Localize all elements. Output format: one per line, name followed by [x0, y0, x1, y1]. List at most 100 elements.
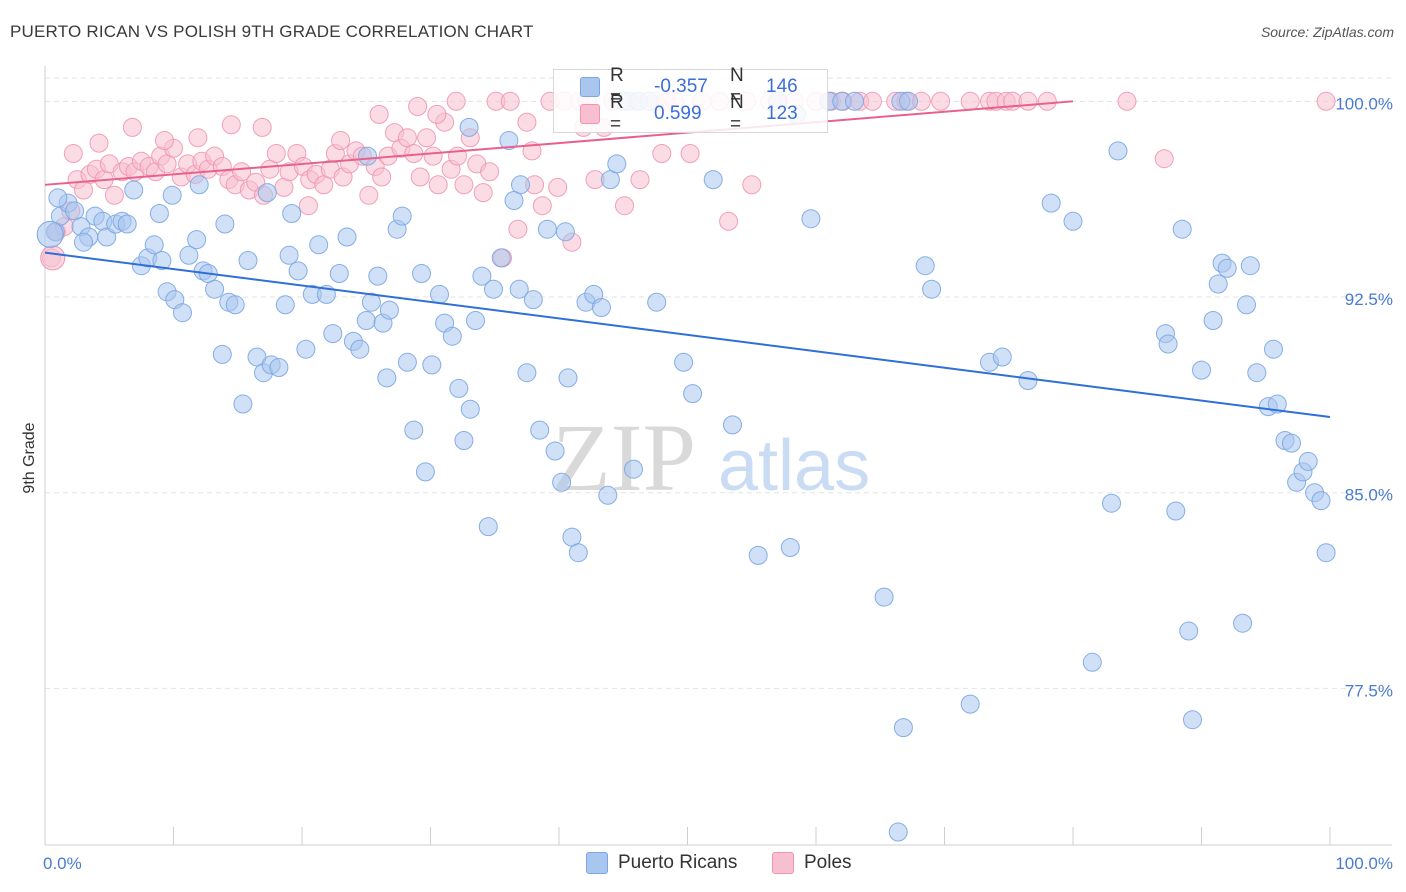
- point-puerto-rican: [1282, 433, 1301, 453]
- point-puerto-rican: [1179, 621, 1199, 641]
- point-pole: [742, 175, 762, 195]
- point-puerto-rican: [279, 245, 299, 265]
- point-pole: [410, 167, 430, 187]
- legend-item-puerto-ricans[interactable]: Puerto Ricans: [586, 852, 737, 874]
- point-pole: [931, 91, 951, 111]
- chart-title: PUERTO RICAN VS POLISH 9TH GRADE CORRELA…: [10, 22, 534, 41]
- point-puerto-rican: [1316, 543, 1336, 563]
- point-puerto-rican: [478, 517, 498, 537]
- point-puerto-rican: [187, 230, 207, 250]
- point-pole: [1037, 91, 1057, 111]
- point-puerto-rican: [703, 170, 723, 190]
- legend-n-value: 146: [766, 76, 798, 97]
- point-puerto-rican: [1041, 193, 1061, 213]
- point-puerto-rican: [674, 352, 694, 372]
- point-puerto-rican: [329, 264, 349, 283]
- point-puerto-rican: [466, 311, 485, 330]
- point-pole: [480, 162, 500, 182]
- point-puerto-rican: [361, 292, 381, 312]
- point-puerto-rican: [748, 545, 768, 565]
- point-puerto-rican: [454, 431, 474, 450]
- point-puerto-rican: [1237, 295, 1256, 315]
- point-puerto-rican: [309, 235, 329, 255]
- point-puerto-rican: [215, 214, 235, 234]
- trendline-puerto-ricans: [44, 251, 1331, 419]
- point-puerto-rican: [1208, 274, 1228, 294]
- point-puerto-rican: [780, 538, 800, 557]
- legend-item-poles[interactable]: Poles: [772, 852, 852, 874]
- point-puerto-rican: [723, 415, 742, 435]
- point-puerto-rican: [893, 718, 913, 738]
- point-puerto-rican: [350, 339, 370, 359]
- point-puerto-rican: [257, 183, 277, 203]
- point-puerto-rican: [1108, 141, 1128, 161]
- watermark: ZIP atlas: [552, 404, 870, 511]
- point-puerto-rican: [275, 295, 295, 315]
- point-puerto-rican: [124, 180, 144, 200]
- point-puerto-rican: [1298, 451, 1318, 471]
- source-label: Source: ZipAtlas.com: [1260, 24, 1394, 40]
- stats-legend: R = -0.357 N = 146 R = 0.599 N = 123: [553, 65, 828, 135]
- point-puerto-rican: [555, 222, 575, 242]
- point-puerto-rican: [992, 347, 1012, 367]
- point-pole: [359, 185, 379, 205]
- point-puerto-rican: [358, 146, 377, 166]
- point-pole: [1117, 91, 1137, 111]
- point-puerto-rican: [1158, 334, 1178, 354]
- point-puerto-rican: [874, 587, 894, 607]
- axis-labels: 100.0% 92.5% 85.0% 77.5% 0.0% 100.0% 9th Grade: [21, 94, 1393, 873]
- y-tick-label: 77.5%: [1345, 681, 1393, 700]
- point-pole: [517, 112, 537, 132]
- point-puerto-rican: [1172, 219, 1192, 239]
- point-pole: [417, 128, 437, 148]
- point-pole: [252, 117, 272, 137]
- point-puerto-rican: [1247, 363, 1267, 383]
- point-pole: [298, 196, 318, 216]
- point-puerto-rican: [607, 154, 627, 174]
- legend-r-label: R =: [610, 65, 624, 108]
- point-puerto-rican: [899, 91, 918, 111]
- legend-swatch-pink: [772, 852, 794, 874]
- point-pole: [104, 185, 124, 205]
- point-pole: [221, 115, 241, 135]
- point-pole: [408, 97, 428, 116]
- point-pole: [719, 211, 739, 231]
- point-puerto-rican: [144, 235, 164, 255]
- point-puerto-rican: [422, 355, 442, 375]
- point-puerto-rican: [537, 219, 557, 239]
- point-puerto-rican: [624, 459, 643, 479]
- point-puerto-rican: [1166, 501, 1186, 521]
- point-pole: [63, 144, 83, 163]
- point-puerto-rican: [48, 188, 68, 208]
- point-pole: [630, 170, 650, 190]
- point-puerto-rican: [1217, 258, 1237, 278]
- point-puerto-rican: [173, 303, 192, 323]
- point-puerto-rican: [683, 384, 703, 404]
- point-puerto-rican: [1311, 491, 1331, 511]
- point-puerto-rican: [1240, 256, 1260, 276]
- watermark-atlas: atlas: [718, 426, 870, 506]
- bottom-legend: Puerto Ricans Poles: [0, 852, 1406, 876]
- point-puerto-rican: [1183, 710, 1202, 730]
- legend-r-label: R =: [610, 92, 624, 135]
- point-pole: [473, 183, 493, 203]
- point-puerto-rican: [845, 91, 864, 111]
- point-puerto-rican: [1233, 613, 1253, 633]
- y-tick-label: 85.0%: [1345, 486, 1393, 505]
- legend-swatch-blue: [586, 852, 608, 874]
- point-pole: [372, 167, 392, 187]
- point-puerto-rican: [558, 368, 578, 388]
- point-puerto-rican: [568, 543, 588, 563]
- point-pole: [1018, 91, 1038, 111]
- legend-r-value: -0.357: [654, 76, 708, 97]
- legend-n-value: 123: [766, 103, 798, 124]
- point-puerto-rican: [323, 324, 343, 344]
- point-pole: [454, 175, 474, 195]
- legend-n-label: N =: [730, 92, 744, 135]
- point-puerto-rican: [152, 251, 172, 270]
- point-puerto-rican: [1063, 211, 1083, 231]
- axes: [44, 66, 1392, 846]
- point-puerto-rican: [545, 441, 565, 461]
- point-puerto-rican: [801, 209, 821, 229]
